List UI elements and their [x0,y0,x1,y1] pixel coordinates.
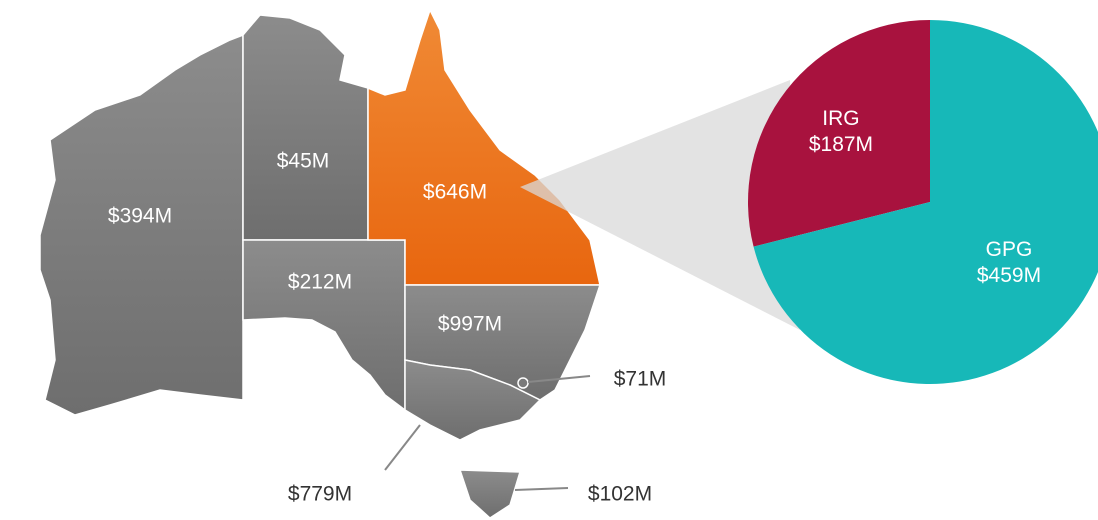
region-label: $394M [108,205,172,228]
region-label: $997M [438,313,502,336]
leader-line [527,375,591,383]
slice-value-label: $187M [809,133,873,156]
zoom-funnel [520,80,800,330]
region-label: $646M [423,181,487,204]
slice-label: IRG [822,107,859,130]
region-wa [39,33,244,416]
region-label: $212M [288,271,352,294]
pie-chart: IRG $187M GPG $459M [748,20,1098,384]
region-label: $45M [277,150,330,173]
pie-slice [753,20,1098,384]
pie-slice [748,20,930,247]
region-label: $102M [588,483,652,506]
region-qld [367,8,601,286]
slice-label: GPG [986,238,1033,261]
slice-value-label: $459M [977,264,1041,287]
region-act [517,377,529,389]
region-tas [458,469,522,519]
region-label: $71M [614,368,667,391]
leader-line [384,424,421,471]
region-label: $779M [288,483,352,506]
leader-line [514,487,569,491]
map [39,8,602,519]
region-sa [242,239,406,412]
region-nt [242,14,369,241]
region-vic [404,359,542,441]
